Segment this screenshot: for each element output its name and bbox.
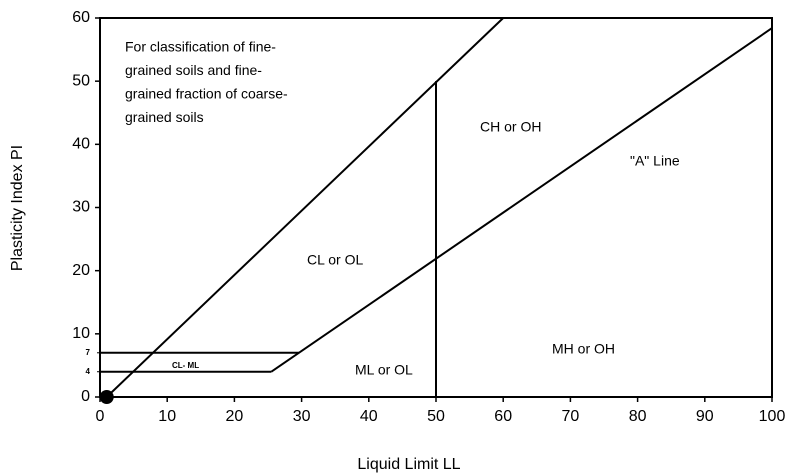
region-label: CL- ML — [172, 361, 199, 370]
origin-marker — [99, 390, 114, 404]
note-line: grained fraction of coarse- — [125, 86, 288, 102]
y-tick-label: 60 — [72, 9, 90, 26]
y-tick-label: 0 — [81, 388, 90, 405]
y-tick-label: 20 — [72, 262, 90, 279]
x-tick-label: 10 — [158, 408, 176, 425]
x-tick-label: 70 — [562, 408, 580, 425]
x-tick-label: 60 — [494, 408, 512, 425]
x-axis-label: Liquid Limit LL — [357, 456, 460, 473]
y-minor-tick-label: 7 — [86, 348, 91, 357]
y-tick-label: 50 — [72, 72, 90, 89]
y-axis-label: Plasticity Index PI — [9, 145, 26, 271]
x-tick-label: 80 — [629, 408, 647, 425]
note-line: grained soils — [125, 109, 204, 125]
x-tick-label: 30 — [293, 408, 311, 425]
x-tick-label: 90 — [696, 408, 714, 425]
note-line: grained soils and fine- — [125, 62, 262, 78]
note-line: For classification of fine- — [125, 39, 276, 55]
y-tick-label: 30 — [72, 199, 90, 216]
x-tick-label: 20 — [226, 408, 244, 425]
y-tick-label: 10 — [72, 325, 90, 342]
x-tick-label: 0 — [96, 408, 105, 425]
region-label: CL or OL — [307, 252, 363, 268]
region-label: "A" Line — [630, 153, 680, 169]
x-tick-label: 40 — [360, 408, 378, 425]
chart-line — [270, 27, 773, 373]
x-tick-label: 100 — [759, 408, 786, 425]
region-label: ML or OL — [355, 362, 413, 378]
chart-line — [106, 17, 504, 398]
region-label: MH or OH — [552, 341, 615, 357]
y-minor-tick-label: 4 — [86, 367, 91, 376]
region-label: CH or OH — [480, 119, 541, 135]
y-tick-label: 40 — [72, 136, 90, 153]
x-tick-label: 50 — [427, 408, 445, 425]
